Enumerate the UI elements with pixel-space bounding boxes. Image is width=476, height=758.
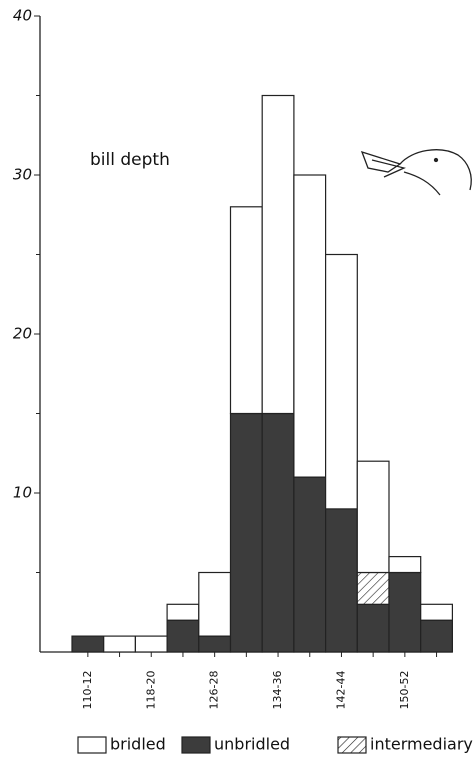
y-tick-label: 30 [13,166,32,184]
y-tick-label: 10 [13,484,32,502]
legend-label: intermediary [370,735,473,754]
bar-segment [103,635,136,653]
bar-segment [71,635,105,653]
bar-segment [420,619,454,653]
bar-segment [325,508,358,653]
bar-segment [166,603,200,621]
bar-segment [166,619,200,653]
bird-head-sketch [360,149,472,196]
legend-swatch [77,736,107,754]
bar-segment [229,412,263,653]
bar-segment [325,253,358,510]
x-tick-label: 110-12 [81,671,94,710]
annotation: bill depth [90,150,170,170]
bar-segment [198,571,232,637]
legend-label: bridled [110,735,166,754]
bar-segment [388,571,422,653]
bar-segment [198,635,232,653]
x-tick-label: 142-44 [334,671,347,710]
bar-segment [293,476,327,653]
bar-segment [229,206,263,415]
legend-swatch [337,736,367,754]
y-tick-label: 40 [13,7,32,25]
x-tick-label: 126-28 [208,671,221,710]
legend-label: unbridled [214,735,290,754]
y-tick-label: 20 [13,325,32,343]
bar-segment [261,94,295,415]
bar-segment [293,174,327,478]
bar-segment [356,603,390,653]
bar-segment [134,635,168,653]
x-tick-label: 134-36 [271,671,284,710]
bar-segment [261,412,295,653]
legend-swatch [181,736,211,754]
bar-segment [420,603,454,621]
bar-segment [356,460,390,574]
x-tick-label: 150-52 [398,671,411,710]
bar-segment [356,571,390,605]
x-tick-label: 118-20 [144,671,157,710]
bar-segment [388,555,422,574]
